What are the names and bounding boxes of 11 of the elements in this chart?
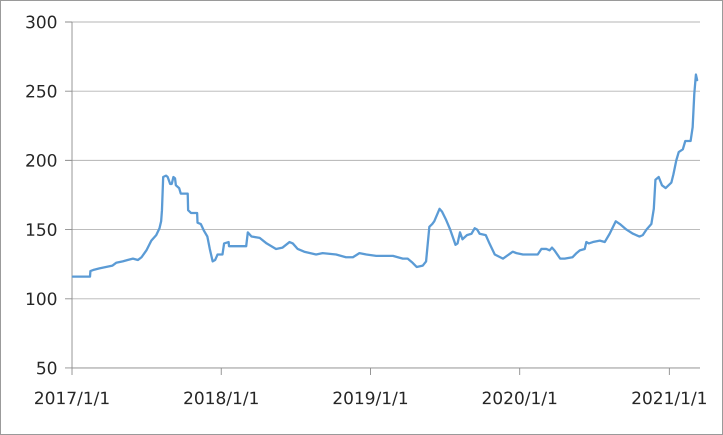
y-tick-label: 250 [26, 84, 56, 98]
y-tick-label: 200 [26, 154, 56, 167]
x-tick-label: 2020/1/1 [482, 392, 556, 406]
x-tick-label: 2021/1/1 [632, 392, 706, 406]
y-tick-label: 50 [37, 362, 56, 374]
x-tick-label: 2018/1/1 [184, 392, 258, 406]
x-tick-label: 2017/1/1 [35, 392, 109, 406]
y-tick-label: 300 [26, 16, 56, 28]
x-tick-label: 2019/1/1 [334, 392, 408, 406]
y-tick-label: 100 [26, 292, 56, 306]
y-tick-label: 150 [26, 223, 56, 236]
